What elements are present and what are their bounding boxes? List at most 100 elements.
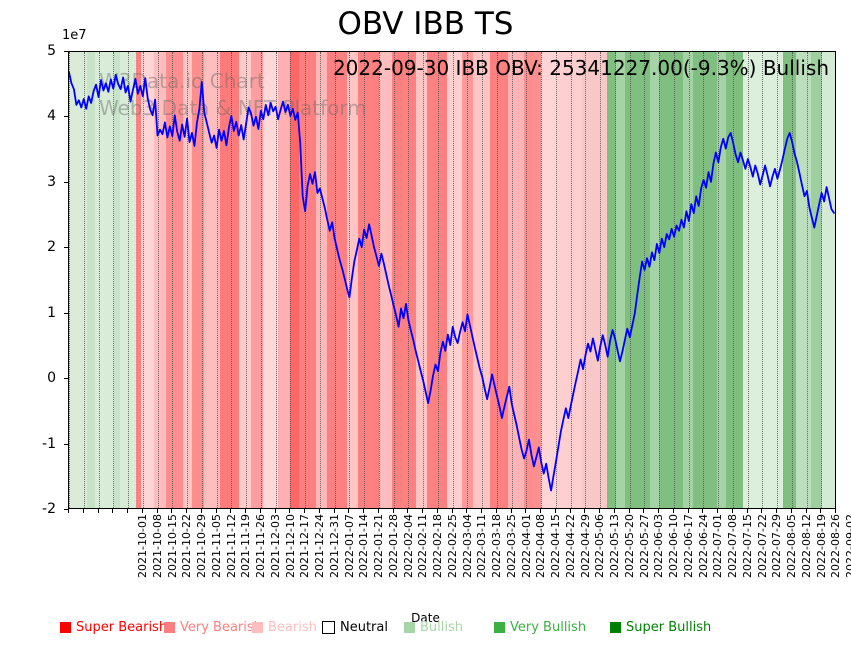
x-tick-label: 2021-10-08 <box>150 514 164 578</box>
x-tick-mark <box>761 509 763 513</box>
latest-value-annotation: 2022-09-30 IBB OBV: 25341227.00(-9.3%) B… <box>332 56 829 80</box>
y-axis-offset-label: 1e7 <box>62 28 87 43</box>
sentiment-band <box>615 52 626 508</box>
x-tick-label: 2022-07-15 <box>740 514 754 578</box>
sentiment-band <box>692 52 718 508</box>
sentiment-band <box>135 52 142 508</box>
sentiment-band <box>625 52 650 508</box>
x-tick-mark <box>481 509 482 513</box>
legend-swatch-icon <box>252 622 263 633</box>
x-tick-label: 2022-04-01 <box>519 514 533 578</box>
sentiment-band <box>379 52 392 508</box>
x-axis-label: Date <box>411 611 440 625</box>
legend-swatch-icon <box>404 622 415 633</box>
legend-item[interactable]: Very Bearish <box>164 620 262 635</box>
gridline <box>791 52 793 508</box>
x-tick-label: 2022-02-11 <box>416 514 430 578</box>
sentiment-band <box>277 52 291 508</box>
x-tick-mark <box>540 509 541 513</box>
gridline <box>349 52 351 508</box>
sentiment-band <box>191 52 205 508</box>
x-tick-label: 2022-08-12 <box>799 514 813 578</box>
legend-item[interactable]: Super Bullish <box>610 620 711 635</box>
gridline <box>703 52 705 508</box>
gridline <box>319 52 321 508</box>
x-tick-mark <box>407 509 409 513</box>
gridline <box>334 52 336 508</box>
x-tick-label: 2022-09-02 <box>843 514 851 578</box>
y-tick-mark <box>64 312 68 314</box>
x-tick-mark <box>82 509 84 513</box>
plot-area: W3Data.io Chart Web3 Data & NFT Platform… <box>68 51 836 509</box>
x-tick-label: 2022-01-28 <box>386 514 400 578</box>
gridline <box>275 52 277 508</box>
legend-label: Neutral <box>340 620 388 635</box>
sentiment-band <box>743 52 784 508</box>
x-tick-mark <box>790 509 792 513</box>
legend-item[interactable]: Very Bullish <box>494 620 586 635</box>
sentiment-band <box>327 52 347 508</box>
sentiment-band <box>219 52 240 508</box>
legend-item[interactable]: Bearish <box>252 620 317 635</box>
gridline <box>821 52 823 508</box>
gridline <box>83 52 85 508</box>
sentiment-band <box>649 52 659 508</box>
x-tick-label: 2022-05-13 <box>607 514 621 578</box>
x-tick-label: 2021-11-12 <box>224 514 238 578</box>
x-tick-mark <box>466 509 468 513</box>
legend-item[interactable]: Bullish <box>404 620 463 635</box>
sentiment-band <box>290 52 300 508</box>
gridline <box>423 52 424 508</box>
gridline <box>570 52 572 508</box>
x-tick-mark <box>717 509 718 513</box>
gridline <box>364 52 365 508</box>
sentiment-band <box>299 52 317 508</box>
gridline <box>526 52 528 508</box>
legend-label: Super Bearish <box>76 620 168 635</box>
x-tick-mark <box>835 509 836 513</box>
gridline <box>408 52 410 508</box>
x-tick-mark <box>658 509 659 513</box>
obv-line-series <box>69 52 835 509</box>
page-title: OBV IBB TS <box>337 6 514 42</box>
gridline <box>659 52 660 508</box>
gridline <box>467 52 469 508</box>
legend-label: Bearish <box>268 620 317 635</box>
sentiment-band <box>69 52 88 508</box>
sentiment-band <box>606 52 616 508</box>
sentiment-band <box>316 52 328 508</box>
sentiment-band <box>119 52 136 508</box>
y-tick-label: 1 <box>47 304 56 321</box>
y-tick-label: -2 <box>42 501 56 517</box>
gridline <box>762 52 764 508</box>
x-tick-mark <box>97 509 99 513</box>
gridline <box>378 52 380 508</box>
legend-item[interactable]: Super Bearish <box>60 620 167 635</box>
sentiment-band <box>810 52 822 508</box>
sentiment-band <box>87 52 96 508</box>
sentiment-band <box>204 52 220 508</box>
x-tick-mark <box>259 509 261 513</box>
x-tick-mark <box>613 509 615 513</box>
sentiment-band <box>821 52 835 508</box>
legend-label: Bullish <box>420 620 464 635</box>
x-tick-label: 2022-06-24 <box>696 514 710 578</box>
gridline <box>629 52 631 508</box>
gridline <box>806 52 808 508</box>
sentiment-band <box>416 52 427 508</box>
y-tick-label: 4 <box>47 108 56 125</box>
x-tick-label: 2022-03-18 <box>489 514 503 578</box>
x-tick-label: 2021-12-10 <box>283 514 297 578</box>
gridline <box>718 52 719 508</box>
legend-label: Very Bearish <box>180 620 262 635</box>
y-tick-label: 0 <box>47 370 56 387</box>
legend-item[interactable]: Neutral <box>322 620 388 635</box>
x-tick-label: 2022-02-18 <box>430 514 444 578</box>
gridline <box>187 52 188 508</box>
y-tick-mark <box>64 509 68 510</box>
x-tick-mark <box>510 509 512 513</box>
gridline <box>246 52 247 508</box>
x-tick-mark <box>215 509 217 513</box>
y-tick-label: 2 <box>47 239 56 256</box>
sentiment-band <box>95 52 114 508</box>
